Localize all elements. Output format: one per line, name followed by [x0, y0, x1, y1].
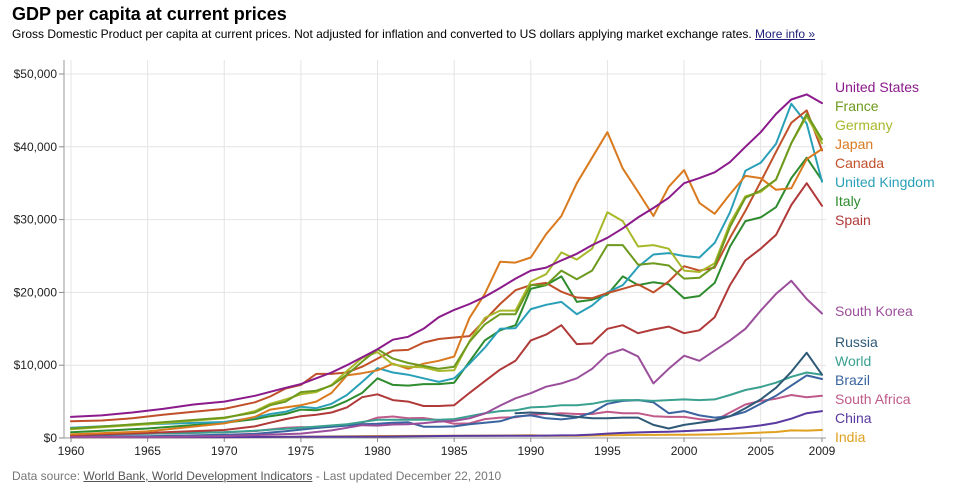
data-source: Data source: World Bank, World Developme… — [12, 469, 501, 483]
axes: $0 $10,000 $20,000 $30,000 $40,000 $50,000 196… — [14, 60, 836, 458]
series-line-japan[interactable] — [70, 131, 823, 436]
series-lines — [70, 93, 823, 439]
series-line-south-korea[interactable] — [70, 279, 823, 439]
series-line-china[interactable] — [70, 410, 823, 439]
series-line-brazil[interactable] — [70, 374, 823, 438]
chart-subtitle: Gross Domestic Product per capita at cur… — [12, 27, 815, 41]
y-tick-label: $0 — [44, 431, 58, 445]
series-line-france[interactable] — [70, 113, 823, 430]
legend-label-russia[interactable]: Russia — [835, 334, 878, 350]
x-tick-label: 1975 — [288, 444, 315, 458]
legend-label-italy[interactable]: Italy — [835, 193, 861, 209]
x-tick-label: 2009 — [809, 444, 836, 458]
y-tick-label: $10,000 — [14, 358, 58, 372]
legend-label-japan[interactable]: Japan — [835, 136, 873, 152]
legend-label-india[interactable]: India — [835, 429, 866, 445]
series-line-spain[interactable] — [70, 182, 823, 437]
legend-label-spain[interactable]: Spain — [835, 212, 871, 228]
x-tick-label: 1980 — [364, 444, 391, 458]
series-line-united-states[interactable] — [70, 93, 823, 418]
x-tick-label: 1990 — [517, 444, 544, 458]
y-tick-label: $50,000 — [14, 67, 58, 81]
x-tick-label: 2000 — [671, 444, 698, 458]
y-tick-label: $30,000 — [14, 213, 58, 227]
series-line-world[interactable] — [70, 371, 823, 436]
x-tick-label: 2005 — [747, 444, 774, 458]
legend-label-world[interactable]: World — [835, 353, 871, 369]
x-tick-label: 1970 — [211, 444, 238, 458]
y-tick-label: $20,000 — [14, 285, 58, 299]
x-tick-label: 1960 — [58, 444, 85, 458]
last-updated: - Last updated December 22, 2010 — [312, 469, 502, 483]
chart-title: GDP per capita at current prices — [12, 4, 287, 24]
series-line-russia[interactable] — [514, 351, 823, 430]
legend-label-south-africa[interactable]: South Africa — [835, 391, 911, 407]
legend-label-united-states[interactable]: United States — [835, 79, 919, 95]
y-tick-label: $40,000 — [14, 140, 58, 154]
grid-lines — [64, 60, 826, 438]
legend: United States France Germany Japan Canada Uni… — [835, 79, 935, 445]
series-line-germany[interactable] — [70, 115, 823, 431]
legend-label-brazil[interactable]: Brazil — [835, 372, 870, 388]
series-line-united-kingdom[interactable] — [70, 102, 823, 429]
source-link[interactable]: World Bank, World Development Indicators — [83, 469, 313, 483]
legend-label-china[interactable]: China — [835, 410, 872, 426]
source-prefix: Data source: — [12, 469, 84, 483]
legend-label-united-kingdom[interactable]: United Kingdom — [835, 174, 935, 190]
legend-label-germany[interactable]: Germany — [835, 117, 893, 133]
legend-label-france[interactable]: France — [835, 98, 879, 114]
series-line-italy[interactable] — [70, 156, 823, 434]
more-info-link[interactable]: More info » — [755, 27, 816, 41]
x-tick-label: 1995 — [594, 444, 621, 458]
legend-label-canada[interactable]: Canada — [835, 155, 884, 171]
legend-label-south-korea[interactable]: South Korea — [835, 303, 913, 319]
x-tick-label: 1965 — [134, 444, 161, 458]
subtitle-text: Gross Domestic Product per capita at cur… — [12, 27, 752, 41]
x-tick-label: 1985 — [441, 444, 468, 458]
